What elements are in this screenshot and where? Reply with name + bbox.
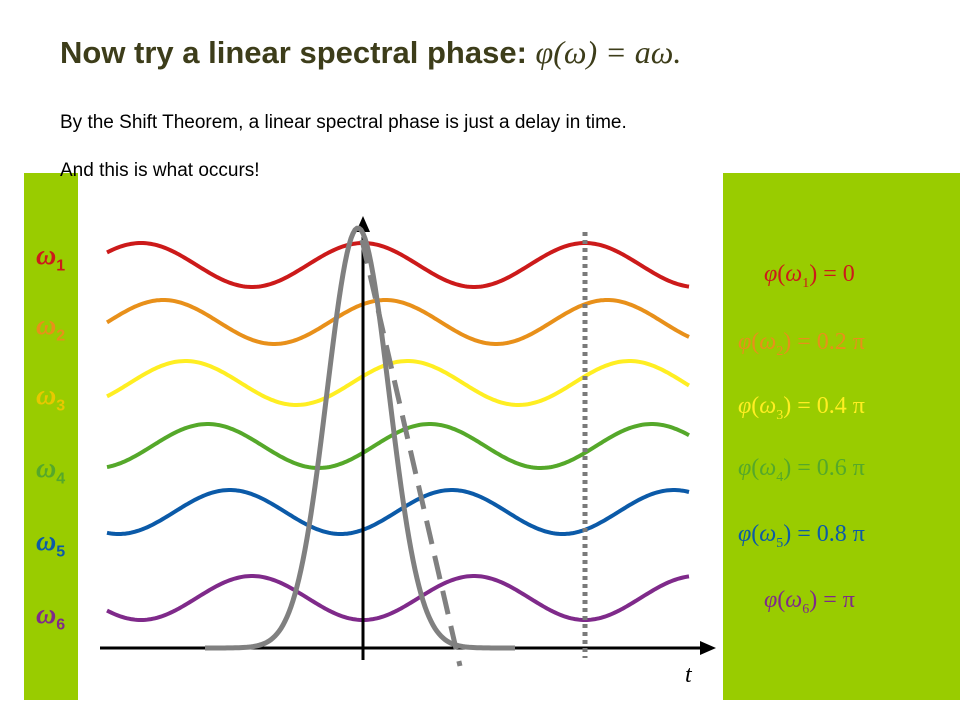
wave-4 — [106, 422, 690, 470]
shifted-pulse — [205, 225, 515, 651]
omega-index: 3 — [56, 397, 66, 415]
phase-label-4: φ(ω4) = 0.6 π — [738, 455, 865, 485]
phase-label-3: φ(ω3) = 0.4 π — [738, 393, 865, 423]
left-frequency-panel — [24, 173, 78, 700]
phase-omega-index: 2 — [776, 343, 784, 359]
omega-symbol: ω — [36, 453, 57, 484]
phase-value: 0.6 π — [816, 455, 865, 481]
omega-symbol: ω — [36, 599, 57, 630]
slide-title-formula: φ(ω) = aω. — [535, 34, 682, 70]
phase-label-5: φ(ω5) = 0.8 π — [738, 521, 865, 551]
phase-value: 0 — [842, 261, 855, 287]
omega-index: 6 — [56, 616, 66, 634]
time-axis-label: t — [685, 662, 692, 688]
wave-3 — [106, 359, 691, 407]
omega-index: 1 — [56, 257, 66, 275]
wave-6 — [106, 574, 690, 622]
omega-index: 4 — [56, 470, 66, 488]
omega-label-2: ω2 — [36, 312, 65, 345]
omega-label-6: ω6 — [36, 601, 65, 634]
wave-5 — [106, 488, 690, 536]
phase-label-1: φ(ω1) = 0 — [764, 261, 855, 291]
phase-value: 0.8 π — [816, 521, 865, 547]
body-line-shift-theorem: By the Shift Theorem, a linear spectral … — [60, 112, 627, 133]
omega-symbol: ω — [36, 380, 57, 411]
omega-label-1: ω1 — [36, 242, 65, 275]
right-phase-panel — [723, 173, 960, 700]
phase-omega-index: 5 — [776, 535, 784, 551]
wave-2 — [105, 298, 690, 346]
phase-omega-index: 6 — [802, 601, 810, 617]
omega-symbol: ω — [36, 240, 57, 271]
omega-index: 2 — [56, 327, 66, 345]
phase-value: 0.4 π — [816, 393, 865, 419]
phase-omega-index: 1 — [802, 275, 810, 291]
time-axis-arrow — [700, 641, 716, 655]
phase-value: 0.2 π — [816, 329, 865, 355]
omega-label-4: ω4 — [36, 455, 65, 488]
phase-omega-index: 4 — [776, 469, 784, 485]
omega-symbol: ω — [36, 526, 57, 557]
body-line-result: And this is what occurs! — [60, 160, 260, 181]
omega-symbol: ω — [36, 310, 57, 341]
omega-label-3: ω3 — [36, 382, 65, 415]
phase-tilt-dashed-line — [359, 239, 463, 667]
phase-omega-index: 3 — [776, 407, 784, 423]
slide-title-text: Now try a linear spectral phase: — [60, 35, 527, 70]
phase-value: π — [842, 587, 855, 613]
phase-label-6: φ(ω6) = π — [764, 587, 855, 617]
slide-title: Now try a linear spectral phase: φ(ω) = … — [60, 34, 681, 71]
omega-index: 5 — [56, 543, 66, 561]
wave-1 — [106, 241, 690, 289]
phase-label-2: φ(ω2) = 0.2 π — [738, 329, 865, 359]
omega-label-5: ω5 — [36, 528, 65, 561]
